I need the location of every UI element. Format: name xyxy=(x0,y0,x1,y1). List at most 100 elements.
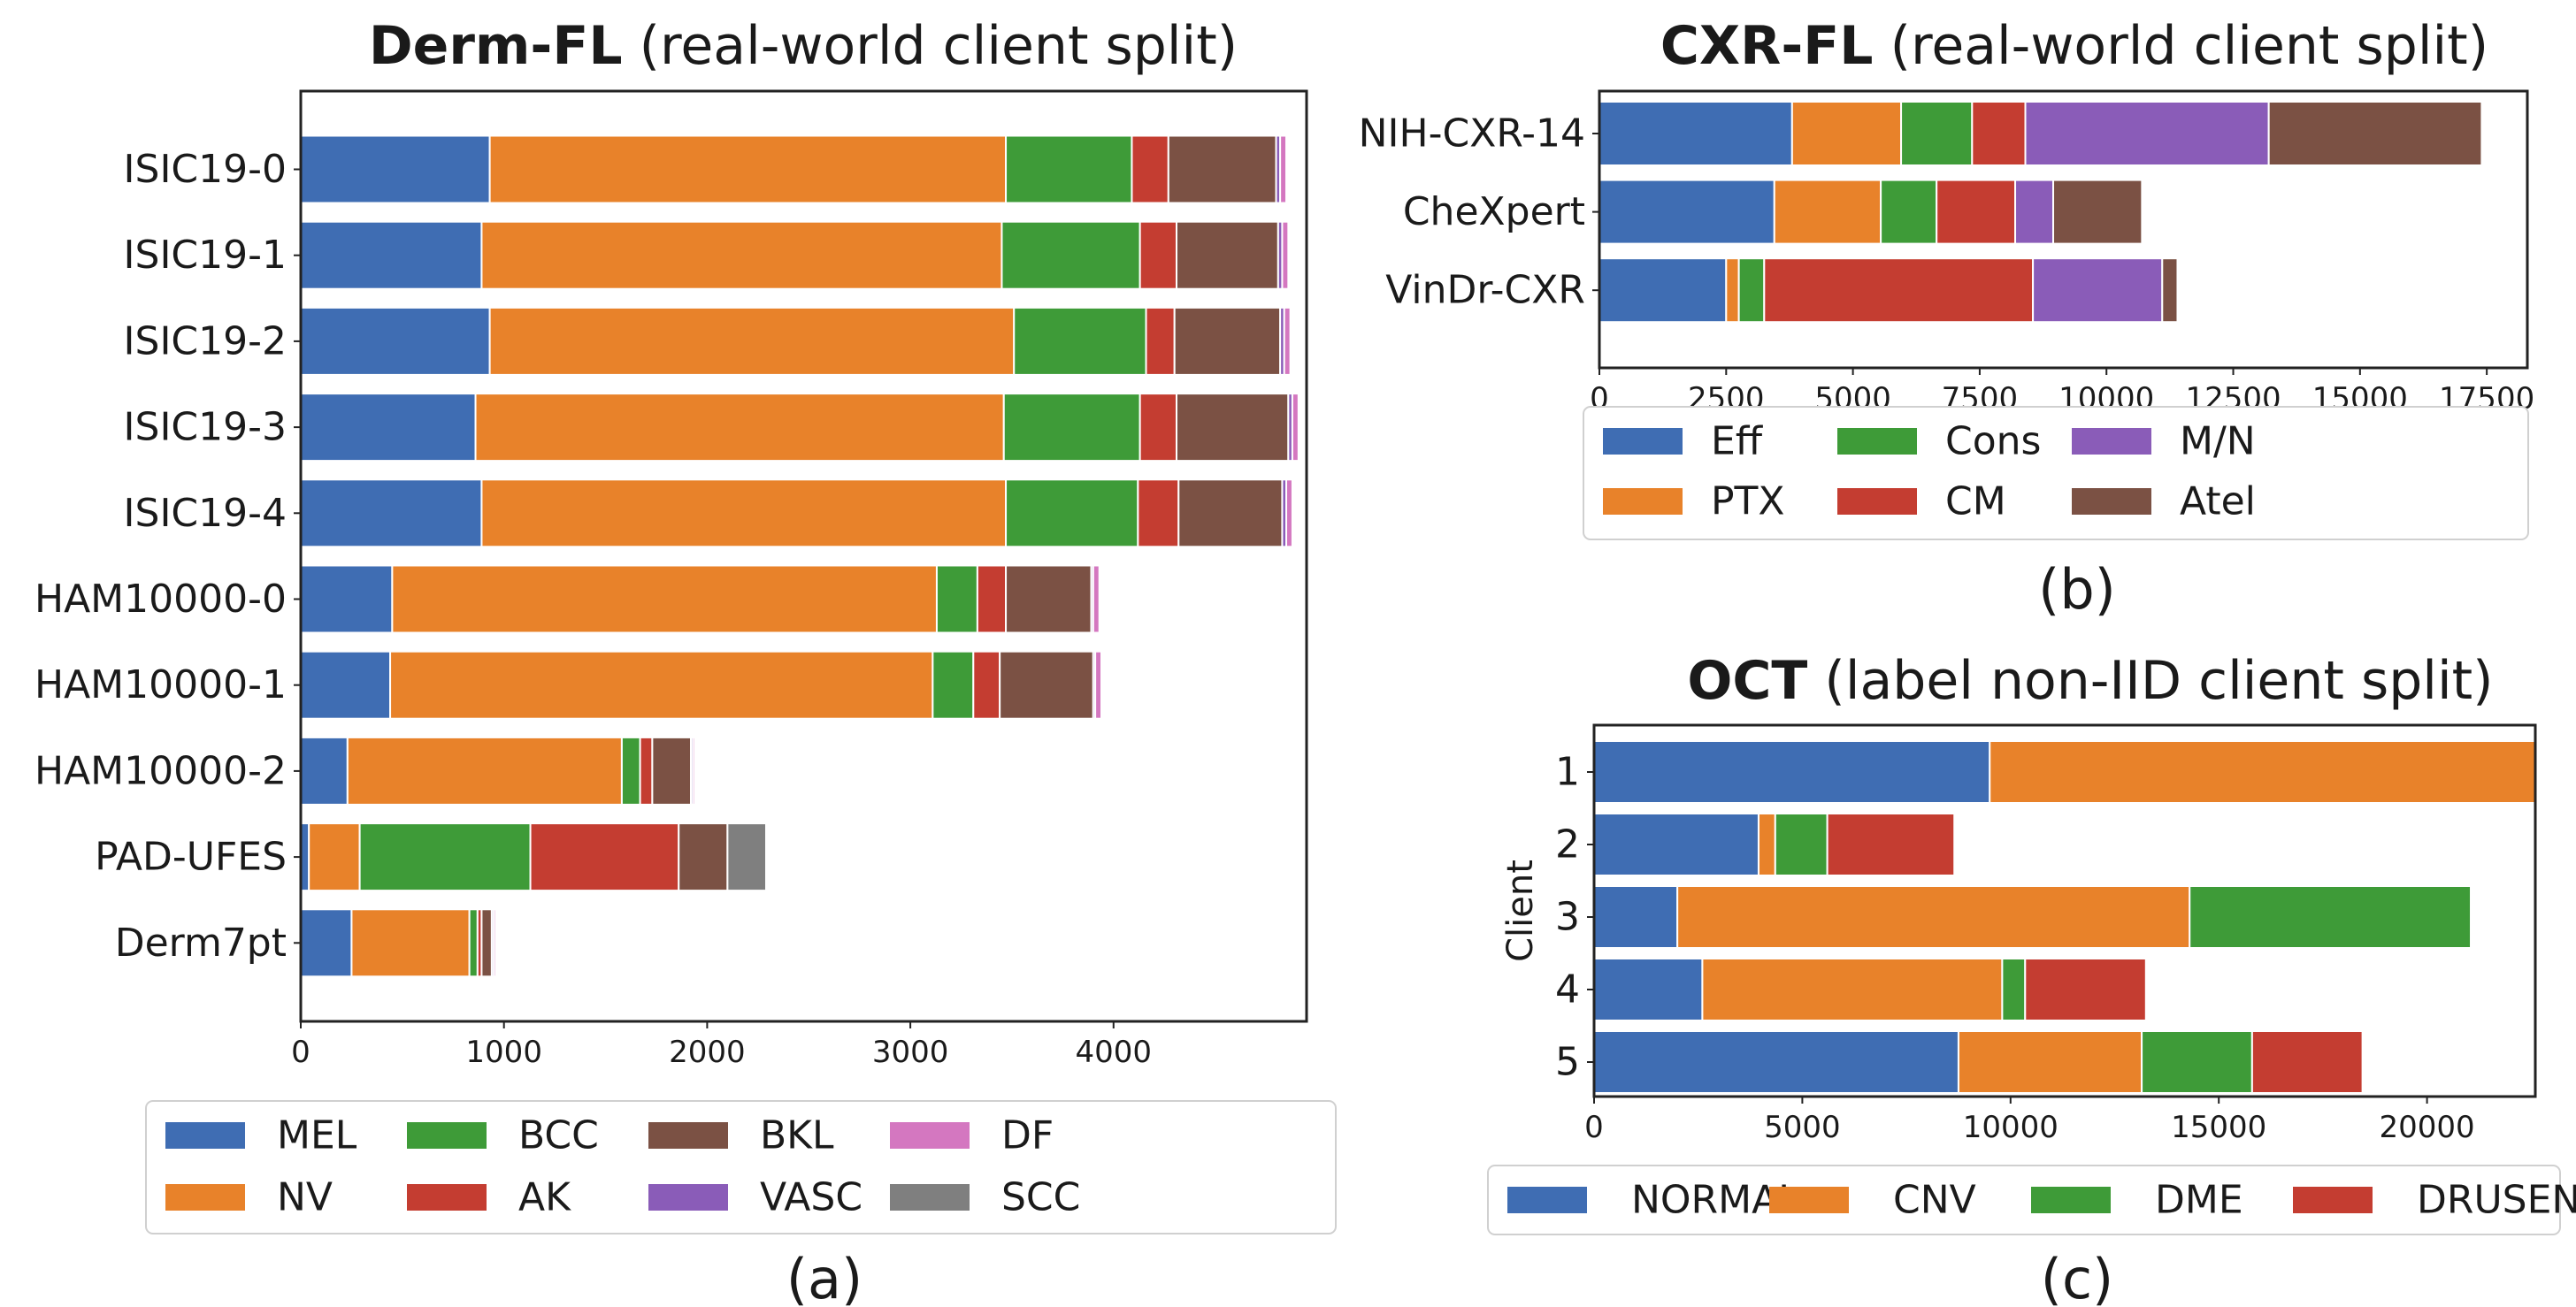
xtick-label-20000: 20000 xyxy=(2380,1110,2475,1145)
ytick-label-1: 1 xyxy=(1555,750,1580,795)
bar-ptx-vindr-cxr xyxy=(1725,257,1740,324)
ytick-label-isic19-0: ISIC19-0 xyxy=(124,147,287,192)
legend-label-vasc: VASC xyxy=(760,1175,862,1220)
bar-cons-vindr-cxr xyxy=(1737,257,1766,324)
bar-mel-ham10000-0 xyxy=(300,564,394,634)
bar-df-isic19-2 xyxy=(1283,306,1292,376)
bar-df-ham10000-2 xyxy=(692,736,696,806)
ytick-label-ham10000-0: HAM10000-0 xyxy=(34,577,287,622)
bar-m-n-chexpert xyxy=(2014,179,2055,245)
bar-dme-5 xyxy=(2141,1030,2253,1094)
bar-df-isic19-3 xyxy=(1291,393,1300,462)
bar-df-ham10000-1 xyxy=(1094,650,1103,720)
legend-swatch-atel xyxy=(2072,488,2151,515)
xtick-label-4000: 4000 xyxy=(1076,1035,1153,1070)
bar-mel-isic19-0 xyxy=(300,134,491,204)
xtick-label-0: 0 xyxy=(291,1035,310,1070)
ytick-label-2: 2 xyxy=(1555,822,1580,868)
bar-bcc-isic19-4 xyxy=(1005,478,1139,548)
panel-label-a: (a) xyxy=(786,1247,862,1307)
bar-mel-isic19-4 xyxy=(300,478,483,548)
ytick-label-ham10000-2: HAM10000-2 xyxy=(34,748,287,793)
bar-atel-nih-cxr-14 xyxy=(2267,101,2483,166)
legend-swatch-cnv xyxy=(1769,1187,1849,1213)
legend-swatch-ak xyxy=(407,1184,487,1211)
bar-ak-ham10000-1 xyxy=(972,650,1001,720)
bar-dme-4 xyxy=(2001,958,2027,1021)
bar-cm-chexpert xyxy=(1936,179,2017,245)
chart-title-b: CXR-FL (real-world client split) xyxy=(1660,15,2488,77)
legend-label-bkl: BKL xyxy=(760,1113,834,1158)
bar-ptx-nih-cxr-14 xyxy=(1790,101,1903,166)
legend-swatch-df xyxy=(890,1122,970,1149)
chart-title-rest: (real-world client split) xyxy=(1874,15,2489,77)
ytick-label-pad-ufes: PAD-UFES xyxy=(95,835,287,880)
bar-nv-isic19-1 xyxy=(480,220,1003,290)
ytick-label-vindr-cxr: VinDr-CXR xyxy=(1385,268,1585,313)
bar-bcc-ham10000-0 xyxy=(935,564,978,634)
legend-frame-b xyxy=(1583,406,2529,540)
bar-mel-ham10000-2 xyxy=(300,736,349,806)
bar-eff-vindr-cxr xyxy=(1598,257,1728,324)
plot-frame-c xyxy=(1592,723,2537,1098)
ytick-label-isic19-1: ISIC19-1 xyxy=(124,233,287,278)
legend-label-dme: DME xyxy=(2155,1178,2243,1223)
ytick-label-derm7pt: Derm7pt xyxy=(115,921,287,966)
bar-cnv-5 xyxy=(1957,1030,2143,1094)
bar-cons-nih-cxr-14 xyxy=(1900,101,1974,166)
bar-cm-nih-cxr-14 xyxy=(1971,101,2027,166)
bar-nv-derm7pt xyxy=(350,908,471,978)
bar-bkl-derm7pt xyxy=(480,908,493,978)
bar-df-isic19-1 xyxy=(1281,220,1290,290)
legend-label-mel: MEL xyxy=(277,1113,357,1158)
xtick-label-0: 0 xyxy=(1584,1110,1604,1145)
bar-bcc-isic19-0 xyxy=(1005,134,1133,204)
legend-label-ptx: PTX xyxy=(1711,479,1785,524)
bar-drusen-2 xyxy=(1826,813,1956,876)
bar-bkl-ham10000-1 xyxy=(999,650,1094,720)
xtick-label-15000: 15000 xyxy=(2171,1110,2266,1145)
bar-mel-isic19-3 xyxy=(300,393,477,462)
bar-bcc-ham10000-1 xyxy=(932,650,975,720)
bar-bkl-ham10000-2 xyxy=(651,736,693,806)
bar-normal-5 xyxy=(1593,1030,1959,1094)
legend-swatch-mel xyxy=(165,1122,245,1149)
legend-frame-c xyxy=(1487,1165,2561,1235)
bar-bcc-isic19-3 xyxy=(1002,393,1141,462)
bar-normal-2 xyxy=(1593,813,1760,876)
bar-bkl-isic19-3 xyxy=(1175,393,1290,462)
legend-swatch-bkl xyxy=(648,1122,728,1149)
bar-cnv-4 xyxy=(1701,958,2004,1021)
ytick-label-4: 4 xyxy=(1555,967,1580,1013)
legend-label-cons: Cons xyxy=(1945,419,2041,464)
legend-label-drusen: DRUSEN xyxy=(2417,1178,2576,1223)
bar-ak-isic19-2 xyxy=(1145,306,1176,376)
ytick-label-isic19-3: ISIC19-3 xyxy=(124,405,287,450)
legend-label-m-n: M/N xyxy=(2180,419,2256,464)
panel-b-cxr-fl: CXR-FL (real-world client split) NIH-CXR-… xyxy=(1359,15,2535,622)
bar-bkl-ham10000-0 xyxy=(1005,564,1092,634)
chart-title-c: OCT (label non-IID client split) xyxy=(1687,650,2493,712)
legend-label-df: DF xyxy=(1001,1113,1054,1158)
ytick-label-5: 5 xyxy=(1555,1040,1580,1085)
legend-swatch-scc xyxy=(890,1184,970,1211)
bar-m-n-nih-cxr-14 xyxy=(2024,101,2270,166)
xtick-label-5000: 5000 xyxy=(1764,1110,1841,1145)
bar-bcc-ham10000-2 xyxy=(620,736,641,806)
bar-eff-chexpert xyxy=(1598,179,1775,245)
bar-ak-ham10000-2 xyxy=(639,736,654,806)
plot-frame-b xyxy=(1598,89,2529,370)
bar-nv-ham10000-2 xyxy=(346,736,623,806)
bar-bkl-isic19-0 xyxy=(1167,134,1277,204)
bar-df-ham10000-0 xyxy=(1092,564,1100,634)
bar-atel-vindr-cxr xyxy=(2161,257,2179,324)
legend-swatch-cons xyxy=(1837,428,1917,455)
bar-mel-ham10000-1 xyxy=(300,650,392,720)
bar-atel-chexpert xyxy=(2052,179,2143,245)
bar-ak-isic19-0 xyxy=(1131,134,1169,204)
bar-ptx-chexpert xyxy=(1773,179,1882,245)
legend-label-cm: CM xyxy=(1945,479,2006,524)
bar-df-isic19-0 xyxy=(1279,134,1288,204)
chart-title-bold: CXR-FL xyxy=(1660,15,1874,77)
